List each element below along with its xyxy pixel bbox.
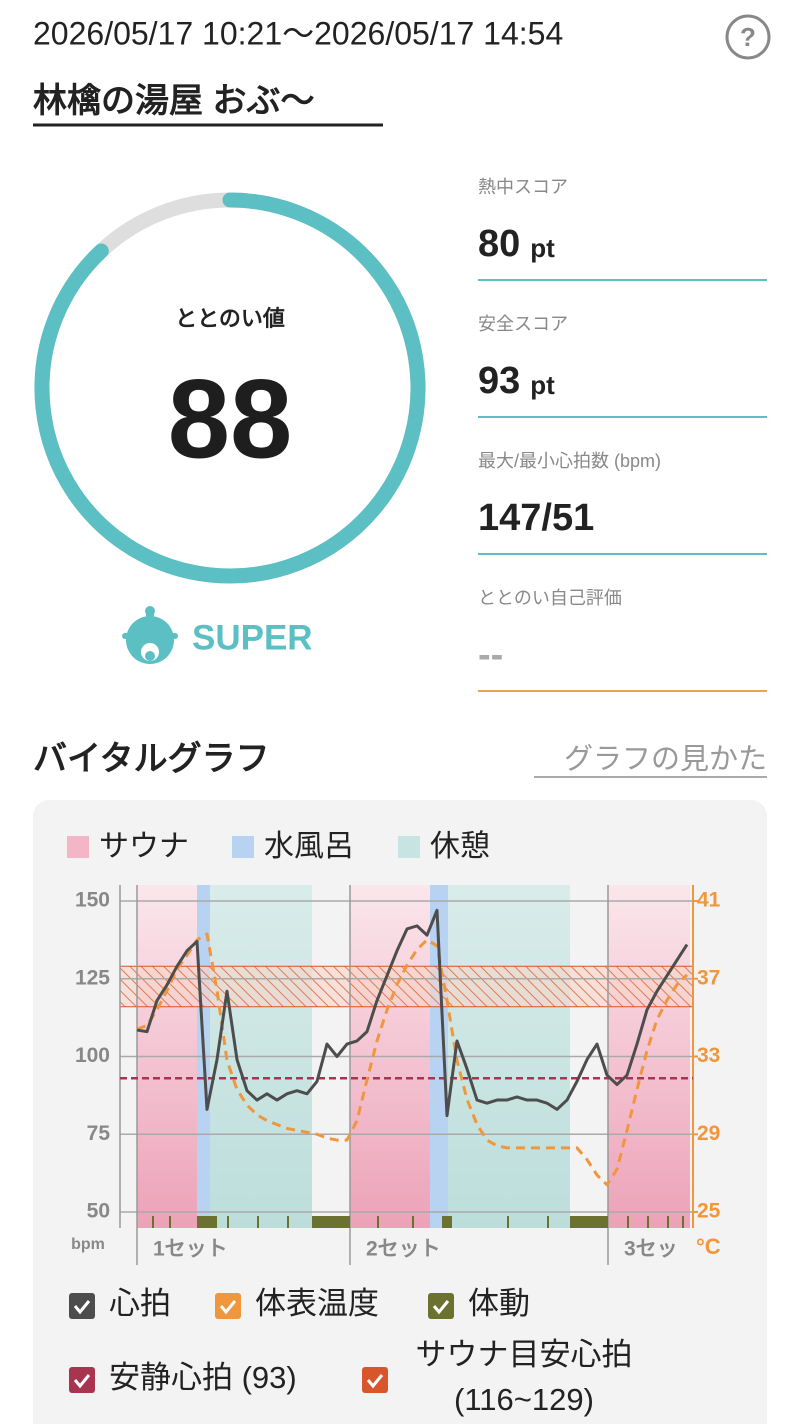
legend-checkbox[interactable] — [69, 1293, 95, 1319]
activity-bar — [547, 1216, 549, 1228]
activity-bar — [682, 1216, 684, 1228]
legend-label: 心拍 — [109, 1286, 171, 1321]
datetime: 2026/05/17 10:21～2026/05/17 14:54 — [33, 15, 563, 51]
stat-label: 最大/最小心拍数 (bpm) — [478, 451, 661, 471]
place-name[interactable]: 林檎の湯屋 おぶ～ — [33, 82, 314, 120]
activity-bar — [257, 1216, 259, 1228]
stat-label: 安全スコア — [478, 314, 568, 334]
legend-label: 体表温度 — [255, 1286, 379, 1321]
activity-bar — [442, 1216, 452, 1228]
legend-label: サウナ目安心拍 — [416, 1337, 633, 1372]
activity-bar — [412, 1216, 414, 1228]
stat-value: -- — [478, 634, 503, 676]
phase-legend-label: 水風呂 — [264, 830, 354, 863]
stat-value: 147/51 — [478, 497, 594, 539]
y2-tick-label: 33 — [697, 1044, 720, 1067]
y2-tick-label: 41 — [697, 889, 721, 912]
y2-tick-label: 29 — [697, 1122, 720, 1145]
legend-checkbox[interactable] — [362, 1367, 388, 1393]
legend-label: 体動 — [468, 1286, 530, 1321]
stat-label: ととのい自己評価 — [478, 588, 622, 608]
rank-label: SUPER — [192, 618, 313, 657]
section-title: バイタルグラフ — [33, 740, 270, 778]
stat-unit: pt — [530, 370, 555, 400]
activity-bar — [507, 1216, 509, 1228]
activity-bar — [152, 1216, 154, 1228]
vital-chart: サウナ 水風呂 休憩 50 75 100 125 150 25 29 33 37 41 bpm °C 1セット… — [67, 830, 721, 1417]
stat-unit: pt — [530, 233, 555, 263]
target-band — [120, 966, 693, 1007]
legend-label: 安静心拍 (93) — [109, 1360, 297, 1395]
y-tick-label: 100 — [75, 1044, 110, 1067]
legend-label: (116~129) — [454, 1382, 594, 1417]
phase-legend-swatch — [398, 836, 420, 858]
legend-checkbox[interactable] — [215, 1293, 241, 1319]
phase-legend-swatch — [67, 836, 89, 858]
legend-checkbox[interactable] — [69, 1367, 95, 1393]
y-tick-label: 75 — [87, 1122, 111, 1145]
check-mark — [219, 1300, 237, 1315]
series-line — [136, 932, 689, 1187]
y2-unit: °C — [696, 1234, 721, 1259]
help-icon[interactable]: ? — [740, 22, 756, 52]
activity-bar — [647, 1216, 649, 1228]
y2-tick-label: 25 — [697, 1200, 721, 1223]
set-label: 2セット — [366, 1238, 441, 1261]
activity-bar — [312, 1216, 350, 1228]
gauge-value: 88 — [168, 357, 293, 482]
y2-tick-label: 37 — [697, 966, 720, 989]
stats: 熱中スコア 80 pt 安全スコア 93 pt 最大/最小心拍数 (bpm) 147/51 とと… — [478, 177, 767, 692]
activity-bar — [570, 1216, 608, 1228]
activity-bar — [169, 1216, 171, 1228]
activity-bar — [377, 1216, 379, 1228]
stat-value: 93 — [478, 360, 520, 402]
help-button[interactable] — [725, 14, 771, 60]
help-link[interactable]: グラフの見かた — [564, 743, 767, 776]
check-mark — [73, 1300, 91, 1315]
set-label: 1セット — [153, 1238, 228, 1261]
legend-checkbox[interactable] — [428, 1293, 454, 1319]
series-line — [136, 908, 689, 1118]
set-label: 3セッ — [624, 1238, 678, 1261]
activity-bar — [287, 1216, 289, 1228]
activity-bar — [667, 1216, 669, 1228]
stat-label: 熱中スコア — [478, 177, 568, 197]
check-mark — [432, 1300, 450, 1315]
gauge-arc — [34, 192, 426, 584]
activity-bar — [197, 1216, 217, 1228]
phase-legend-label: 休憩 — [430, 830, 490, 863]
y-tick-label: 50 — [87, 1200, 110, 1223]
y-unit: bpm — [71, 1236, 105, 1253]
activity-bar — [627, 1216, 629, 1228]
check-mark — [366, 1374, 384, 1389]
check-mark — [73, 1374, 91, 1389]
y-tick-label: 125 — [75, 966, 110, 989]
stat-value: 80 — [478, 223, 520, 265]
phase-legend-label: サウナ — [99, 830, 189, 863]
phase-legend-swatch — [232, 836, 254, 858]
activity-bar — [227, 1216, 229, 1228]
y-tick-label: 150 — [75, 889, 110, 912]
gauge-label: ととのい値 — [175, 306, 285, 331]
rank-icon — [122, 606, 178, 664]
